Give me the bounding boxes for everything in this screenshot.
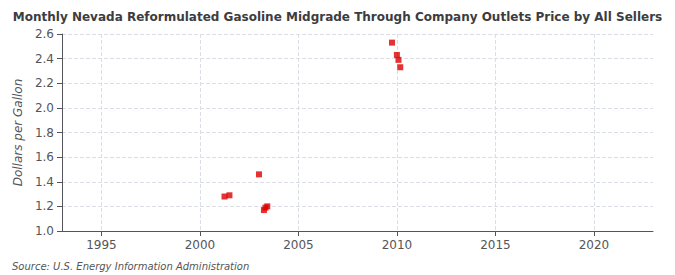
- svg-text:Monthly Nevada Reformulated Ga: Monthly Nevada Reformulated Gasoline Mid…: [13, 10, 662, 24]
- svg-text:2020: 2020: [579, 238, 610, 252]
- svg-text:1995: 1995: [86, 238, 117, 252]
- svg-text:1.6: 1.6: [35, 150, 54, 164]
- svg-text:2.0: 2.0: [35, 101, 54, 115]
- svg-text:1.4: 1.4: [35, 175, 54, 189]
- svg-text:2.4: 2.4: [35, 52, 54, 66]
- svg-text:2000: 2000: [185, 238, 216, 252]
- svg-text:1.2: 1.2: [35, 199, 54, 213]
- svg-text:1.8: 1.8: [35, 126, 54, 140]
- svg-text:Source: U.S. Energy Informatio: Source: U.S. Energy Information Administ…: [12, 261, 249, 272]
- svg-text:1.0: 1.0: [35, 224, 54, 238]
- svg-text:2.2: 2.2: [35, 76, 54, 90]
- svg-text:2015: 2015: [480, 238, 511, 252]
- svg-text:2010: 2010: [382, 238, 413, 252]
- svg-text:2.6: 2.6: [35, 27, 54, 41]
- svg-text:Dollars per Gallon: Dollars per Gallon: [11, 79, 25, 187]
- svg-text:2005: 2005: [283, 238, 314, 252]
